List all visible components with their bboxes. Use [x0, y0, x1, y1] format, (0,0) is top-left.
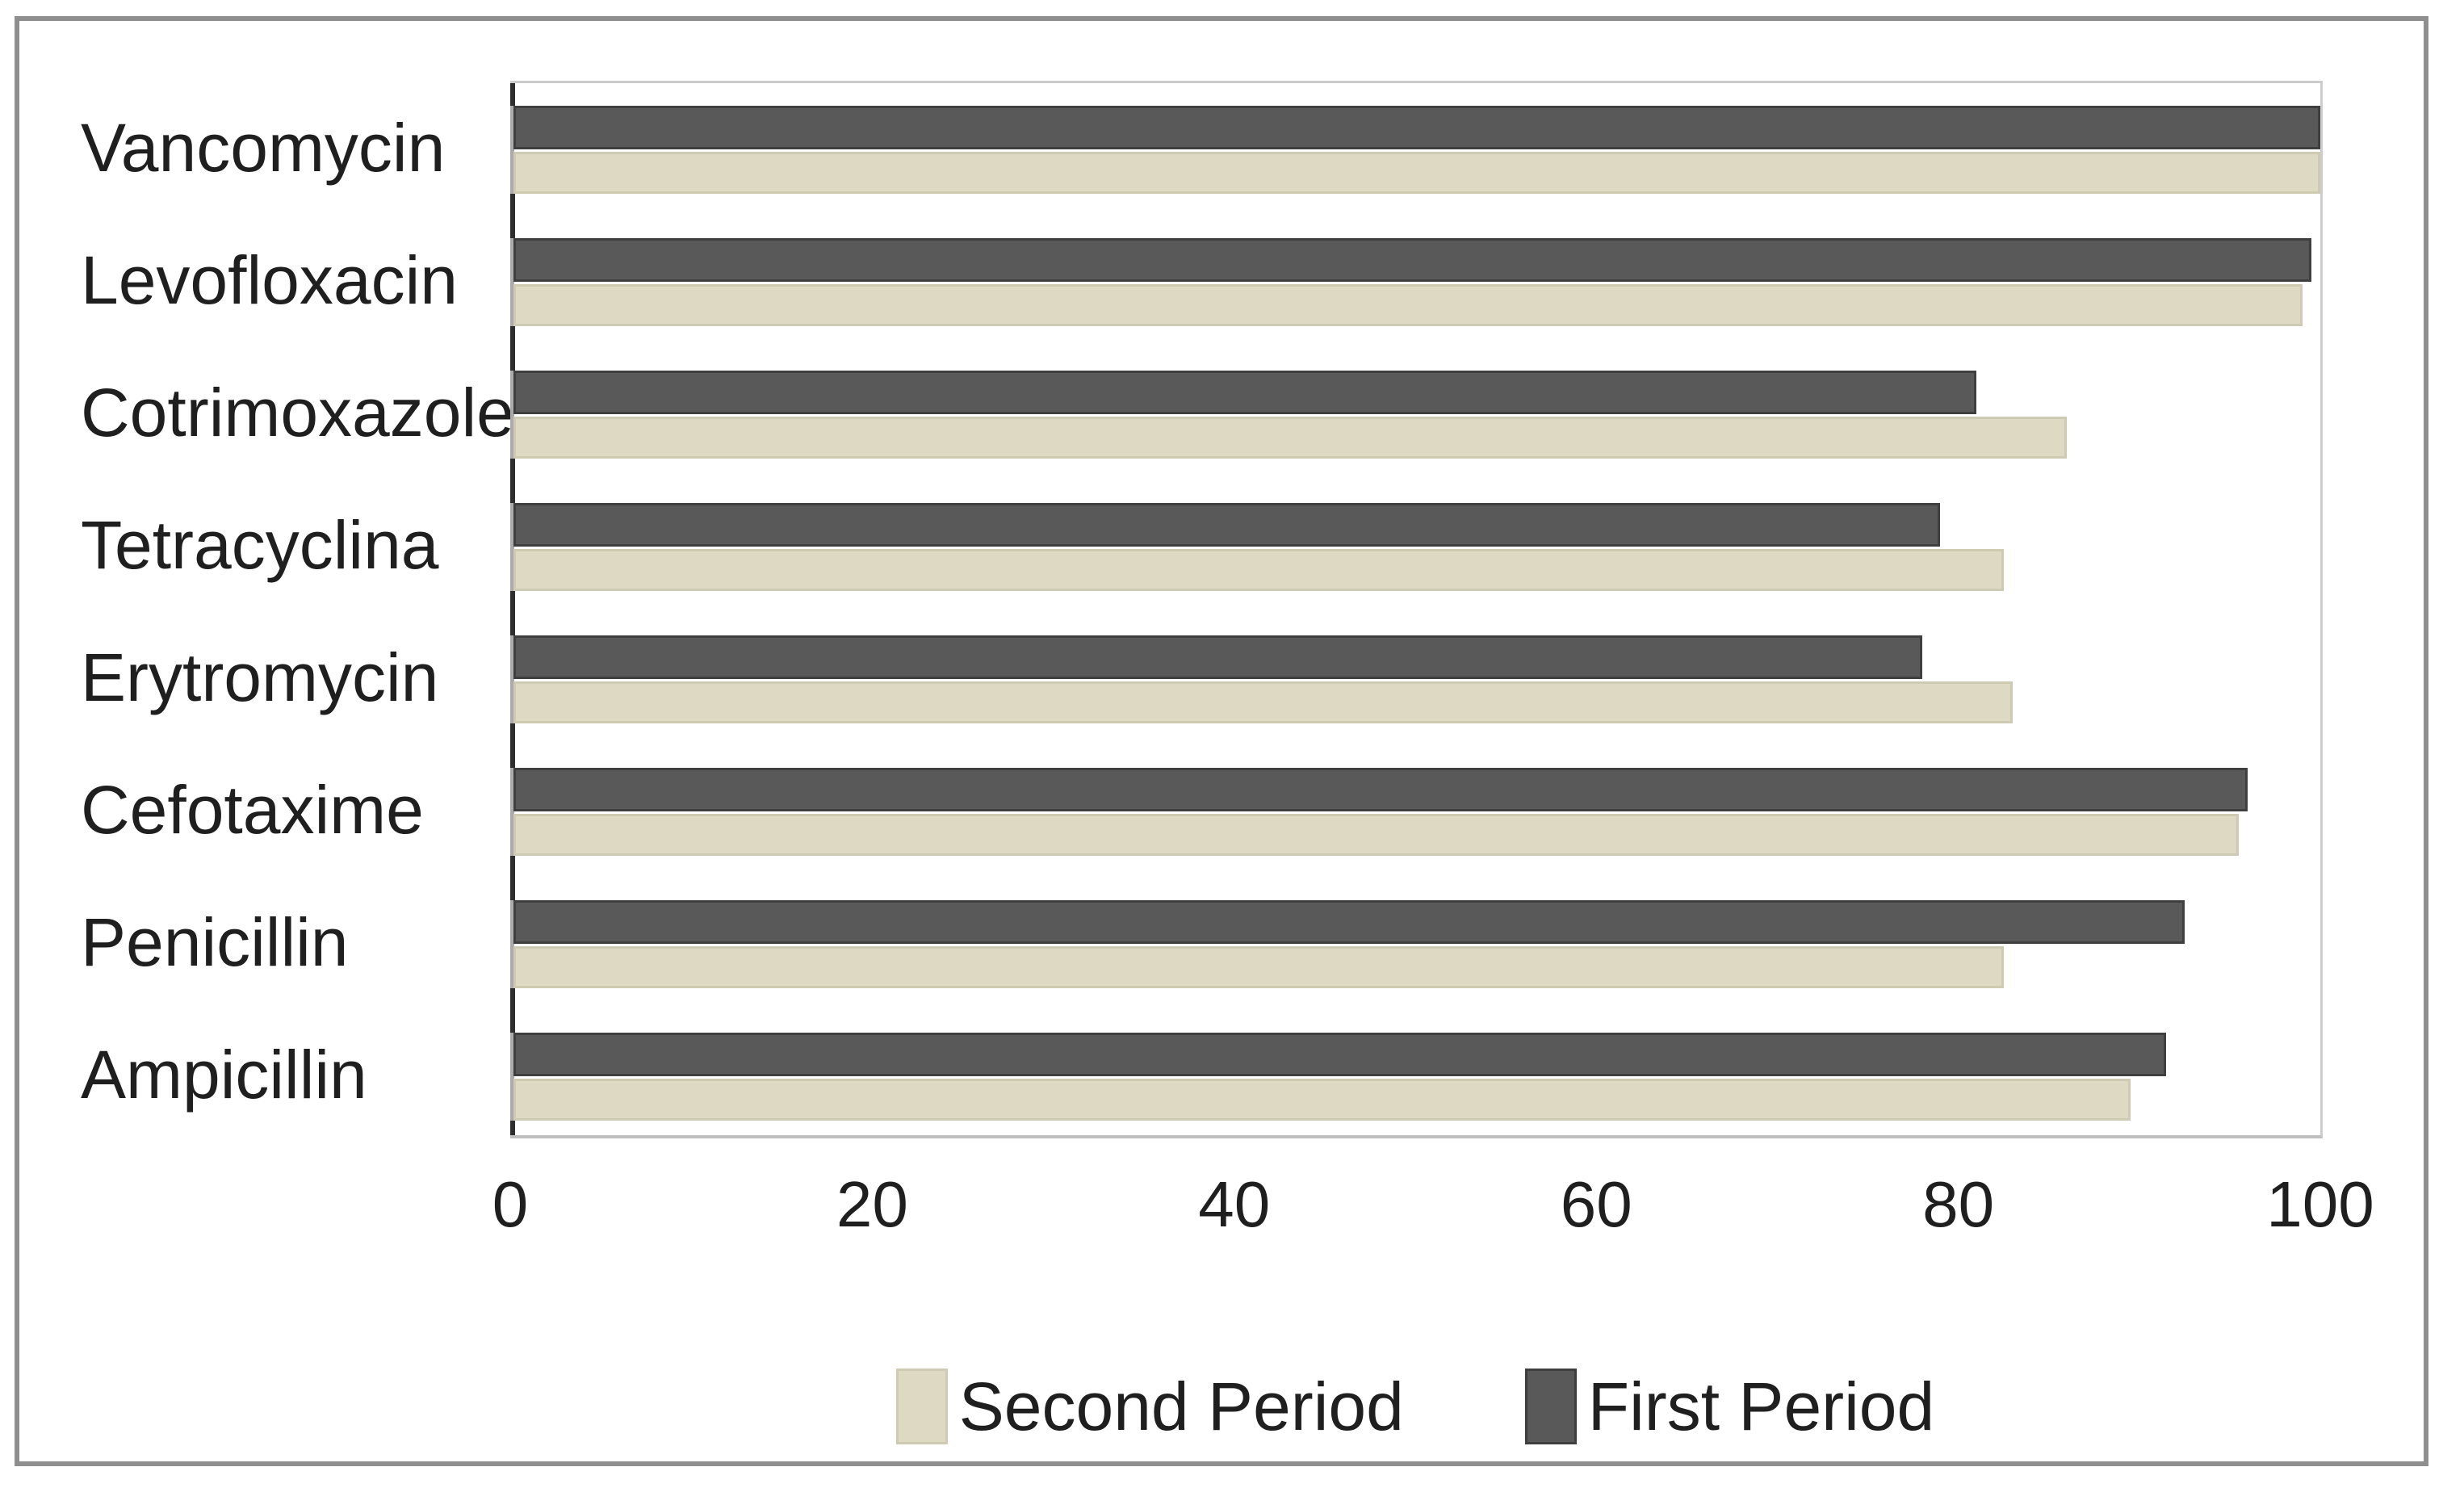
legend-label-second-period: Second Period — [958, 1368, 1404, 1444]
y-axis-tick — [510, 83, 515, 106]
y-axis-label: Cefotaxime — [81, 771, 424, 848]
figure-border — [15, 16, 2428, 1466]
bar-first-period-tetracyclina — [513, 503, 1940, 547]
bar-second-period-tetracyclina — [513, 549, 2004, 591]
bar-second-period-cotrimoxazole — [513, 417, 2067, 459]
legend-swatch-second-period-icon — [895, 1369, 948, 1444]
bar-first-period-ampicillin — [513, 1033, 2166, 1076]
bar-second-period-cefotaxime — [513, 814, 2239, 856]
x-axis-tick-label: 20 — [836, 1168, 908, 1240]
y-axis-label: Cotrimoxazole — [81, 374, 514, 451]
y-axis-label: Ampicillin — [81, 1036, 367, 1113]
bar-first-period-penicillin — [513, 900, 2185, 944]
y-axis: Vancomycin Levofloxacin Cotrimoxazole Tetra… — [81, 81, 514, 1133]
x-axis-tick-label: 80 — [1922, 1168, 1995, 1240]
bar-second-period-ampicillin — [513, 1079, 2131, 1121]
legend: Second Period First Period — [510, 1350, 2320, 1463]
bar-first-period-levofloxacin — [513, 238, 2311, 282]
y-axis-tick — [510, 723, 515, 768]
y-axis-tick — [510, 459, 515, 503]
y-axis-tick — [510, 988, 515, 1033]
bar-first-period-cotrimoxazole — [513, 371, 1976, 414]
legend-item-first-period: First Period — [1524, 1368, 1935, 1446]
legend-label-first-period: First Period — [1587, 1368, 1935, 1444]
bar-first-period-erytromycin — [513, 635, 1922, 679]
bar-first-period-vancomycin — [513, 106, 2320, 149]
y-axis-label: Penicillin — [81, 903, 349, 980]
bar-second-period-penicillin — [513, 946, 2004, 988]
bar-second-period-erytromycin — [513, 681, 2013, 723]
plot-area — [510, 81, 2323, 1138]
x-axis-tick-label: 0 — [492, 1168, 529, 1240]
x-axis-tick-label: 60 — [1560, 1168, 1632, 1240]
y-axis-label: Erytromycin — [81, 639, 439, 715]
y-axis-tick — [510, 326, 515, 371]
y-axis-label: Tetracyclina — [81, 506, 439, 583]
y-axis-tick — [510, 1121, 515, 1135]
y-axis-tick — [510, 194, 515, 238]
y-axis-tick — [510, 856, 515, 900]
bar-first-period-cefotaxime — [513, 768, 2248, 811]
legend-item-second-period: Second Period — [895, 1368, 1404, 1446]
bar-second-period-levofloxacin — [513, 284, 2303, 326]
x-axis: 0 20 40 60 80 100 — [492, 1164, 2374, 1253]
y-axis-label: Vancomycin — [81, 109, 446, 186]
bar-second-period-vancomycin — [513, 152, 2320, 194]
legend-swatch-first-period-icon — [1524, 1369, 1577, 1444]
y-axis-tick — [510, 591, 515, 635]
y-axis-label: Levofloxacin — [81, 241, 458, 318]
x-axis-tick-label: 40 — [1198, 1168, 1271, 1240]
x-axis-tick-label: 100 — [2266, 1168, 2374, 1240]
